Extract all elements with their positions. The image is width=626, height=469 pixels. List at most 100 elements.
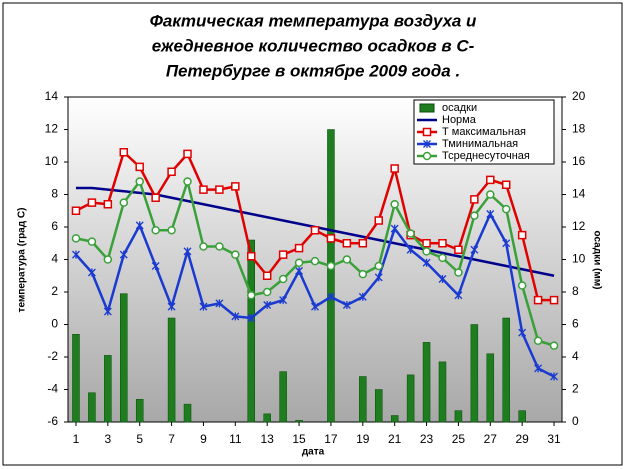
bar [183,403,192,423]
marker [390,224,399,233]
marker [422,258,431,267]
bar [502,317,510,423]
y-tick-label: -4 [47,382,58,396]
marker [119,250,128,259]
y-axis-label: температура (град С) [17,208,28,313]
y-tick-label: -6 [47,414,58,428]
marker [422,239,431,248]
marker [534,364,543,373]
marker [231,250,240,259]
marker [454,268,463,277]
marker [533,336,543,345]
y2-tick-label: 16 [572,154,586,168]
marker [135,162,144,172]
marker [358,269,368,279]
x-tick-label: 19 [356,432,370,446]
marker [374,261,383,271]
marker [263,301,272,309]
y2-tick-label: 8 [572,284,579,298]
marker [103,255,113,264]
bar [263,413,271,423]
legend-box [413,99,555,165]
marker [135,177,144,186]
marker [486,210,495,218]
marker [438,239,447,248]
marker [215,242,224,251]
marker [183,177,192,186]
marker [167,167,176,176]
marker [247,291,256,300]
y-tick-label: 14 [45,89,59,103]
marker [518,328,527,337]
marker [87,198,97,207]
bar [88,392,96,423]
x-tick-label: 15 [292,432,306,446]
marker [231,312,240,321]
marker [199,242,208,251]
y2-tick-label: 12 [572,219,586,233]
marker [517,230,527,240]
marker [502,239,511,248]
marker [247,252,256,261]
y2-tick-label: 18 [572,122,586,136]
marker [103,307,112,316]
bar [374,389,383,423]
marker [278,274,288,284]
marker [390,200,399,209]
marker [262,271,272,280]
marker [470,245,479,254]
bar [167,317,176,423]
marker [342,255,352,264]
bar [390,415,399,423]
marker [326,261,336,271]
x-tick-label: 17 [324,432,338,446]
marker [215,299,224,308]
legend-marker [422,151,432,161]
x-tick-label: 1 [73,432,80,446]
marker [326,292,335,301]
marker [486,190,495,199]
x-tick-label: 23 [420,432,434,446]
marker [119,198,129,207]
marker [103,200,113,209]
y2-tick-label: 14 [572,187,586,201]
y2-axis-label: осадки (мм) [591,231,602,290]
marker [454,245,463,254]
marker [311,302,319,311]
y-tick-label: 2 [51,284,58,298]
marker [342,239,352,248]
y-tick-label: 8 [51,187,58,201]
marker [119,148,129,157]
bar [359,376,367,423]
marker [151,262,160,270]
bar [135,399,144,423]
bar [470,324,479,423]
y2-tick-label: 2 [572,382,579,396]
marker [294,243,304,253]
x-tick-label: 31 [547,432,561,446]
chart-title: Петербурге в октябре 2009 года . [166,61,460,80]
bar [279,371,287,423]
x-tick-label: 27 [484,432,498,446]
y2-tick-label: 6 [572,317,579,331]
marker [422,247,431,256]
y-tick-label: 10 [45,154,59,168]
bar [438,361,447,423]
marker [199,185,208,194]
marker [231,182,240,191]
marker [406,229,415,238]
marker [326,234,336,243]
bar [247,239,256,423]
marker [72,250,80,259]
x-tick-label: 9 [200,432,207,446]
marker [454,291,463,300]
marker [278,250,288,259]
marker [294,258,304,267]
marker [247,314,256,322]
marker [310,226,320,235]
marker [549,341,559,350]
y-tick-label: 4 [51,252,58,266]
marker [167,302,176,311]
marker [295,266,304,275]
bar [120,293,128,423]
